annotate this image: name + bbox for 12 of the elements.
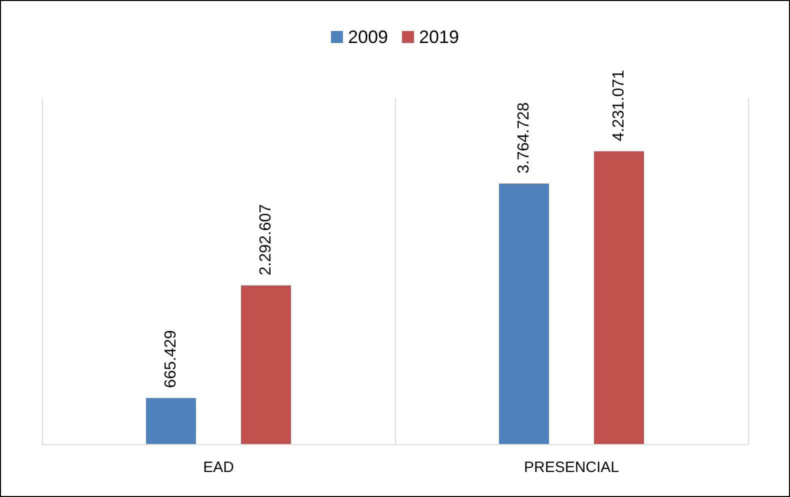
data-label: 4.231.071	[610, 70, 628, 142]
bar	[146, 398, 196, 444]
data-label: 665.429	[162, 330, 180, 388]
bar	[499, 183, 549, 444]
x-tick-label: PRESENCIAL	[524, 459, 620, 476]
x-tick-label: EAD	[203, 459, 234, 476]
legend-label: 2009	[348, 27, 388, 47]
bar	[241, 285, 291, 444]
data-label: 2.292.607	[258, 204, 274, 276]
data-label: 3.764.728	[516, 102, 532, 174]
bar	[594, 151, 644, 444]
legend-label: 2019	[419, 27, 460, 47]
